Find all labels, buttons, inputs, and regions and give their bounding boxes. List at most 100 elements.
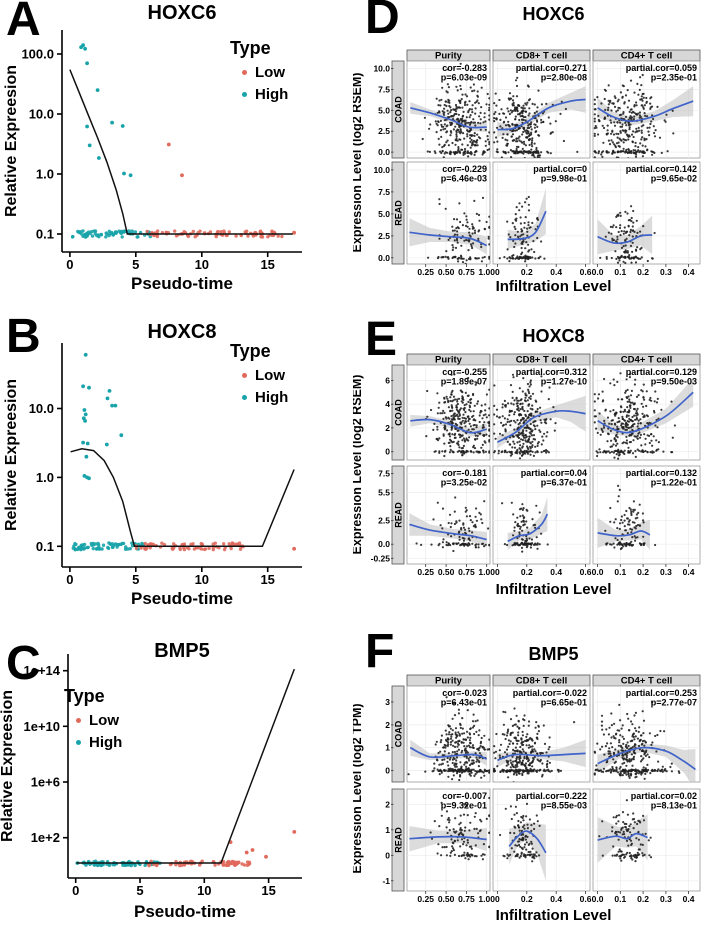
svg-text:partial.cor=-0.022: partial.cor=-0.022 <box>513 688 587 698</box>
svg-text:p=6.65e-01: p=6.65e-01 <box>541 698 587 708</box>
svg-text:CD8+ T cell: CD8+ T cell <box>516 676 567 687</box>
legend-label-high: High <box>255 86 289 103</box>
svg-text:CD4+ T cell: CD4+ T cell <box>621 676 672 687</box>
svg-text:Expression Level (log2 TPM): Expression Level (log2 TPM) <box>353 703 364 873</box>
svg-text:COAD: COAD <box>394 96 404 123</box>
panel-C-chart: 1e+14 1e+10 1e+6 1e+2 0 5 10 15 Relative Exprees… <box>0 654 302 921</box>
svg-text:0.75: 0.75 <box>458 567 475 577</box>
panel-D-letter: D <box>365 0 400 44</box>
panel-A-letter: A <box>6 0 41 46</box>
svg-text:cor=-0.229: cor=-0.229 <box>442 164 487 174</box>
legend-label-low: Low <box>89 712 119 729</box>
svg-text:0.4: 0.4 <box>550 567 562 577</box>
svg-text:7.5: 7.5 <box>378 187 390 197</box>
svg-text:p=9.65e-02: p=9.65e-02 <box>651 174 697 184</box>
svg-text:0.0: 0.0 <box>378 539 390 549</box>
svg-text:10.0: 10.0 <box>29 107 54 122</box>
svg-text:5: 5 <box>136 883 143 898</box>
svg-text:0.50: 0.50 <box>438 567 455 577</box>
panel-D-chart: Expression Level (log2 RSEM) Purity CD8+ T… <box>353 49 701 295</box>
panel-D: Expression Level (log2 RSEM) Purity CD8+ T… <box>353 0 706 310</box>
svg-text:10: 10 <box>197 883 211 898</box>
svg-text:0.1: 0.1 <box>36 539 54 554</box>
svg-text:p=2.77e-07: p=2.77e-07 <box>651 698 697 708</box>
svg-text:partial.cor=0.04: partial.cor=0.04 <box>521 468 587 478</box>
svg-text:10.0: 10.0 <box>29 401 54 416</box>
svg-text:CD4+ T cell: CD4+ T cell <box>621 51 672 62</box>
svg-text:0.0: 0.0 <box>378 147 390 157</box>
svg-text:0.75: 0.75 <box>458 267 475 277</box>
svg-text:0.4: 0.4 <box>550 267 562 277</box>
svg-text:5: 5 <box>132 257 139 272</box>
svg-text:0.6: 0.6 <box>580 267 592 277</box>
svg-text:7.5: 7.5 <box>378 469 390 479</box>
svg-text:6: 6 <box>385 375 390 385</box>
svg-text:0.0: 0.0 <box>378 253 390 263</box>
panel-F-title: BMP5 <box>528 644 579 664</box>
svg-text:0.2: 0.2 <box>637 567 649 577</box>
svg-text:10: 10 <box>195 257 209 272</box>
panel-C-title: BMP5 <box>154 640 210 662</box>
svg-text:partial.cor=0.253: partial.cor=0.253 <box>626 688 697 698</box>
svg-text:Purity: Purity <box>435 51 463 62</box>
svg-text:0: 0 <box>72 883 79 898</box>
svg-text:0.2: 0.2 <box>521 567 533 577</box>
svg-text:READ: READ <box>394 827 404 853</box>
svg-text:p=9.50e-03: p=9.50e-03 <box>651 377 697 387</box>
svg-text:CD8+ T cell: CD8+ T cell <box>516 355 567 366</box>
svg-text:0.0: 0.0 <box>592 267 604 277</box>
svg-text:0.3: 0.3 <box>660 567 672 577</box>
svg-text:2.5: 2.5 <box>378 516 390 526</box>
legend-item-high: High <box>230 389 288 406</box>
svg-text:0.25: 0.25 <box>417 267 434 277</box>
svg-text:cor=-0.007: cor=-0.007 <box>442 791 487 801</box>
svg-text:CD4+ T cell: CD4+ T cell <box>621 355 672 366</box>
svg-text:0.4: 0.4 <box>683 567 695 577</box>
panel-D-title: HOXC6 <box>522 4 585 24</box>
high-dot-icon <box>242 395 247 400</box>
legend-item-high: High <box>64 734 122 751</box>
panel-E-title: HOXC8 <box>522 326 585 346</box>
panel-B-letter: B <box>6 310 41 363</box>
legend-title: Type <box>230 38 271 58</box>
svg-text:p=3.25e-02: p=3.25e-02 <box>441 478 487 488</box>
svg-text:p=6.43e-01: p=6.43e-01 <box>441 698 487 708</box>
svg-text:1e+6: 1e+6 <box>31 775 60 790</box>
svg-text:5.0: 5.0 <box>378 105 390 115</box>
svg-text:100.0: 100.0 <box>21 47 54 62</box>
svg-text:CD8+ T cell: CD8+ T cell <box>516 51 567 62</box>
svg-text:p=9.32e-01: p=9.32e-01 <box>441 801 487 811</box>
svg-text:1.00: 1.00 <box>478 267 495 277</box>
svg-text:0: 0 <box>495 567 500 577</box>
svg-text:1: 1 <box>385 743 390 753</box>
svg-text:p=2.35e-01: p=2.35e-01 <box>651 73 697 83</box>
svg-text:p=6.03e-09: p=6.03e-09 <box>441 73 487 83</box>
svg-text:2: 2 <box>385 720 390 730</box>
svg-text:cor=-0.181: cor=-0.181 <box>442 468 487 478</box>
svg-text:Pseudo-time: Pseudo-time <box>131 589 233 608</box>
legend-title: Type <box>230 341 271 361</box>
svg-text:10.0: 10.0 <box>373 165 390 175</box>
high-dot-icon <box>242 92 247 97</box>
panel-B-legend: Type Low High <box>230 341 288 406</box>
svg-text:0.2: 0.2 <box>637 267 649 277</box>
svg-text:partial.cor=0: partial.cor=0 <box>533 164 587 174</box>
panel-F-letter: F <box>365 625 394 678</box>
svg-text:1.0: 1.0 <box>36 167 54 182</box>
svg-text:0: 0 <box>385 766 390 776</box>
svg-text:Relative Expreesion: Relative Expreesion <box>3 379 20 531</box>
svg-text:1e+2: 1e+2 <box>31 830 60 845</box>
high-dot-icon <box>76 740 81 745</box>
svg-text:1e+14: 1e+14 <box>23 663 60 678</box>
svg-text:0: 0 <box>385 447 390 457</box>
low-dot-icon <box>242 70 247 75</box>
svg-text:0.1: 0.1 <box>614 267 626 277</box>
svg-text:cor=-0.283: cor=-0.283 <box>442 63 487 73</box>
svg-text:15: 15 <box>260 257 274 272</box>
svg-text:0.50: 0.50 <box>438 267 455 277</box>
panel-C-letter: C <box>6 637 41 690</box>
svg-text:cor=-0.255: cor=-0.255 <box>442 367 487 377</box>
svg-text:Relative Expreesion: Relative Expreesion <box>0 690 16 842</box>
panel-B-chart: 10.0 1.0 0.1 0 5 10 15 Relative Expreesion Pseud… <box>3 343 302 608</box>
